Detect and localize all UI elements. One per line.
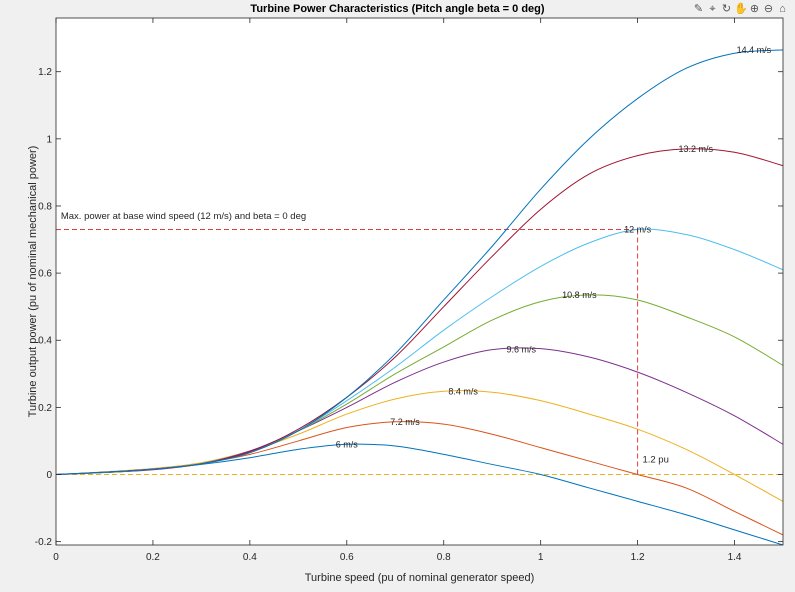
x-tick-label-2: 0.4	[243, 552, 257, 563]
curve-label-5: 12 m/s	[624, 224, 652, 234]
annotation-0: Max. power at base wind speed (12 m/s) a…	[61, 211, 306, 222]
x-tick-label-1: 0.2	[146, 552, 160, 563]
zoom-out-icon[interactable]: ⊖	[763, 3, 774, 15]
y-tick-label-1: 0	[46, 470, 52, 481]
x-tick-label-0: 0	[53, 552, 59, 563]
curve-label-7: 14.4 m/s	[737, 45, 772, 55]
annotation-1: 1.2 pu	[642, 454, 668, 465]
curve-label-3: 9.6 m/s	[507, 345, 537, 355]
x-tick-label-3: 0.6	[340, 552, 354, 563]
y-tick-label-4: 0.6	[38, 269, 52, 280]
rotate-icon[interactable]: ↻	[721, 3, 732, 15]
curve-label-4: 10.8 m/s	[562, 290, 597, 300]
axes-box	[55, 17, 784, 546]
x-tick-label-5: 1	[538, 552, 544, 563]
curve-label-1: 7.2 m/s	[390, 417, 420, 427]
y-tick-label-5: 0.8	[38, 201, 52, 212]
datatip-icon[interactable]: ⌖	[709, 3, 716, 15]
chart-title: Turbine Power Characteristics (Pitch ang…	[250, 3, 545, 15]
brush-icon[interactable]: ✎	[693, 3, 704, 15]
x-tick-label-7: 1.4	[728, 552, 742, 563]
x-tick-label-4: 0.8	[437, 552, 451, 563]
series-line-2	[56, 390, 783, 502]
x-tick-label-6: 1.2	[631, 552, 645, 563]
axes-background	[56, 18, 783, 545]
y-tick-label-2: 0.2	[38, 403, 52, 414]
y-axis-label: Turbine output power (pu of nominal mech…	[27, 146, 39, 418]
y-tick-label-0: -0.2	[35, 537, 53, 548]
curve-label-2: 8.4 m/s	[448, 386, 478, 396]
y-tick-label-3: 0.4	[38, 336, 52, 347]
y-tick-label-6: 1	[46, 134, 52, 145]
zoom-in-icon[interactable]: ⊕	[749, 3, 760, 15]
axes-toolbar: ✎ ⌖ ↻ ✋ ⊕ ⊖ ⌂	[692, 2, 789, 18]
x-axis-label: Turbine speed (pu of nominal generator s…	[305, 572, 535, 584]
y-tick-label-7: 1.2	[38, 67, 52, 78]
home-icon[interactable]: ⌂	[779, 3, 786, 15]
curve-label-6: 13.2 m/s	[679, 144, 714, 154]
pan-icon[interactable]: ✋	[734, 3, 748, 15]
curve-label-0: 6 m/s	[336, 439, 359, 449]
series-line-7	[56, 49, 783, 476]
